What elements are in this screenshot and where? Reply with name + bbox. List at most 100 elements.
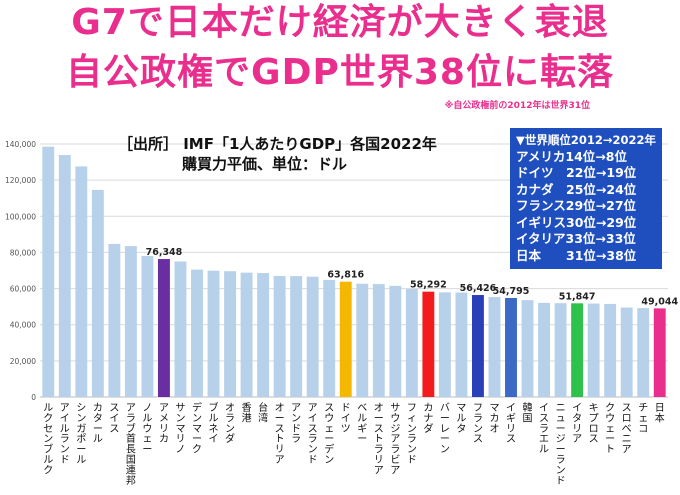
x-tick-label: アンドラ <box>291 403 301 445</box>
bar-19 <box>356 283 369 397</box>
x-tick-label: 香港 <box>242 402 252 424</box>
x-tick-label: フランス <box>473 403 483 445</box>
data-label: 76,348 <box>146 247 183 258</box>
x-tick-label: イタリア <box>572 403 582 445</box>
x-tick-label: オーストラリア <box>374 402 384 476</box>
y-tick-label: 20,000 <box>10 357 36 366</box>
data-label: 51,847 <box>559 291 596 302</box>
rank-row-canada: カナダ 25位→24位 <box>516 181 637 197</box>
x-tick-label: ノルウェー <box>142 403 152 456</box>
headline-line2: 自公政権でGDP世界38位に転落 <box>66 52 614 93</box>
x-tick-label: サウジアラビア <box>390 402 400 476</box>
bar-21 <box>389 285 402 397</box>
x-tick-label: アメリカ <box>159 403 169 445</box>
rank-row-italy: イタリア33位→33位 <box>516 231 636 246</box>
x-tick-label: クウェート <box>605 402 615 456</box>
x-tick-label: キプロス <box>589 403 599 445</box>
bar-25 <box>455 292 468 397</box>
bar-14 <box>273 275 286 397</box>
x-tick-label: カタール <box>93 402 103 445</box>
rank-row-japan: 日本 31位→38位 <box>516 247 637 263</box>
bar-3 <box>91 189 104 397</box>
x-tick-label: ブルネイ <box>209 401 219 445</box>
bar-11 <box>224 271 237 397</box>
x-tick-label: ドイツ <box>341 403 351 435</box>
x-tick-label: バーレーン <box>440 402 450 456</box>
bar-27 <box>488 297 501 397</box>
x-tick-label: イスラエル <box>539 403 549 456</box>
rank-row-usa: アメリカ14位→8位 <box>516 148 627 164</box>
bar-17 <box>323 279 336 397</box>
x-tick-label: スウェーデン <box>324 403 334 466</box>
data-label: 58,292 <box>410 280 447 291</box>
source-note: ［出所］ IMF「1人あたりGDP」各国2022年 購買力平価、単位：ドル <box>118 134 437 174</box>
bar-34 <box>604 303 617 397</box>
y-tick-label: 100,000 <box>5 212 36 221</box>
x-tick-label: フィンランド <box>407 403 417 466</box>
rank-row-uk: イギリス30位→29位 <box>516 214 637 230</box>
bar-8 <box>174 261 187 397</box>
data-label: 49,044 <box>641 296 678 307</box>
bar-20 <box>372 284 385 397</box>
x-tick-label: オーストリア <box>275 402 285 466</box>
x-tick-label: アラブ首長国連邦 <box>126 403 136 487</box>
rank-box-title: ▼世界順位2012→2022年 <box>516 133 656 147</box>
bar-1 <box>58 155 71 397</box>
data-label: 54,795 <box>493 286 530 297</box>
y-tick-label: 40,000 <box>10 321 36 330</box>
y-tick-label: 120,000 <box>5 176 36 185</box>
bar-6 <box>141 256 154 397</box>
x-tick-label: アイスランド <box>308 403 318 466</box>
rank-row-france: フランス29位→27位 <box>516 198 637 213</box>
x-tick-label: マルタ <box>456 403 466 435</box>
bar-35 <box>620 307 633 397</box>
bar-30 <box>538 302 551 397</box>
x-tick-label: スイス <box>109 403 119 435</box>
bar-4 <box>108 243 121 397</box>
bar-36 <box>637 308 650 397</box>
rank-change-box: ▼世界順位2012→2022年 アメリカ14位→8位 ドイツ 22位→19位 カ… <box>510 128 662 269</box>
x-tick-label: デンマーク <box>192 401 202 456</box>
y-tick-label: 80,000 <box>10 248 36 257</box>
x-tick-label: 日本 <box>655 403 665 424</box>
bar-18 <box>339 281 352 397</box>
bar-9 <box>191 269 203 397</box>
x-tick-label: ルクセンブルク <box>43 403 53 476</box>
bar-5 <box>124 246 137 397</box>
bar-0 <box>42 146 55 397</box>
source-line2: 購買力平価、単位：ドル <box>182 155 348 173</box>
y-tick-label: 60,000 <box>10 285 36 294</box>
x-tick-label: カナダ <box>423 402 433 435</box>
bar-12 <box>240 272 253 397</box>
x-tick-label: スロベニア <box>622 403 632 456</box>
bar-37 <box>653 308 666 397</box>
bar-26 <box>471 295 484 397</box>
y-tick-label: 140,000 <box>5 140 36 149</box>
bar-28 <box>505 297 517 397</box>
bar-32 <box>571 303 584 397</box>
bar-31 <box>554 303 567 397</box>
bar-16 <box>306 276 319 397</box>
x-tick-label: チェコ <box>638 402 648 435</box>
bar-15 <box>290 276 303 397</box>
y-tick-label: 0 <box>31 393 36 402</box>
bar-7 <box>157 259 170 397</box>
x-tick-label: オランダ <box>225 402 235 445</box>
source-line1: ［出所］ IMF「1人あたりGDP」各国2022年 <box>118 135 437 153</box>
x-tick-label: ベルギー <box>357 402 367 445</box>
bar-2 <box>75 166 88 397</box>
bar-22 <box>405 288 418 397</box>
x-tick-label: ニュージーランド <box>556 403 566 487</box>
x-tick-label: アイルランド <box>60 403 70 466</box>
x-tick-label: マカオ <box>489 403 499 435</box>
x-tick-label: 台湾 <box>258 401 268 424</box>
x-tick-label: サンマリノ <box>175 402 185 456</box>
x-tick-label: 韓国 <box>523 402 533 424</box>
bar-23 <box>422 291 435 397</box>
data-label: 63,816 <box>327 270 364 281</box>
bar-29 <box>521 300 534 397</box>
x-tick-label: イギリス <box>506 403 516 445</box>
bar-10 <box>207 270 220 397</box>
headline-line1: G7で日本だけ経済が大きく衰退 <box>71 2 609 43</box>
rank-row-germany: ドイツ 22位→19位 <box>516 165 637 180</box>
